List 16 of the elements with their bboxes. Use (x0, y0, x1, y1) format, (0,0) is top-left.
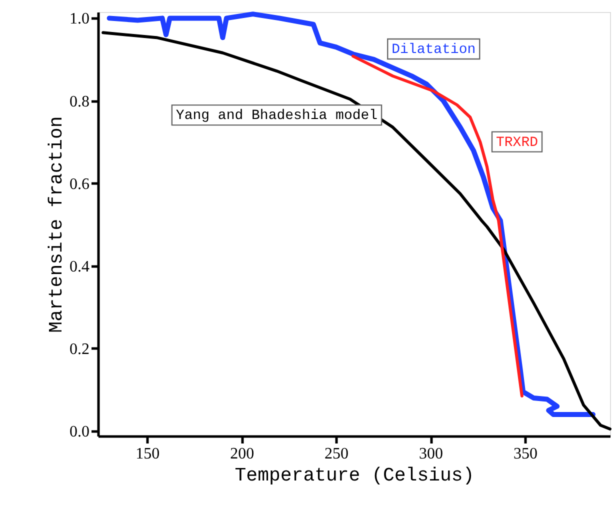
x-tick-label: 250 (324, 446, 349, 462)
x-axis-title: Temperature (Celsius) (234, 464, 474, 486)
series-label: Yang and Bhadeshia model (176, 108, 378, 124)
x-tick-label: 350 (513, 446, 538, 462)
y-tick-label: 0.4 (70, 258, 90, 276)
y-tick-label: 0.6 (70, 176, 90, 193)
x-tick-label: 300 (419, 446, 444, 462)
y-tick-label: 0.8 (70, 93, 90, 110)
y-tick-label: 1.0 (70, 10, 90, 28)
y-tick-label: 0.2 (70, 340, 90, 358)
x-tick-label: 200 (230, 446, 254, 462)
series-label: Dilatation (392, 42, 476, 58)
series-label: TRXRD (496, 134, 538, 151)
y-axis-title: Martensite fraction (46, 116, 68, 333)
y-tick-label: 0.0 (70, 424, 90, 441)
x-tick-label: 150 (136, 446, 160, 462)
